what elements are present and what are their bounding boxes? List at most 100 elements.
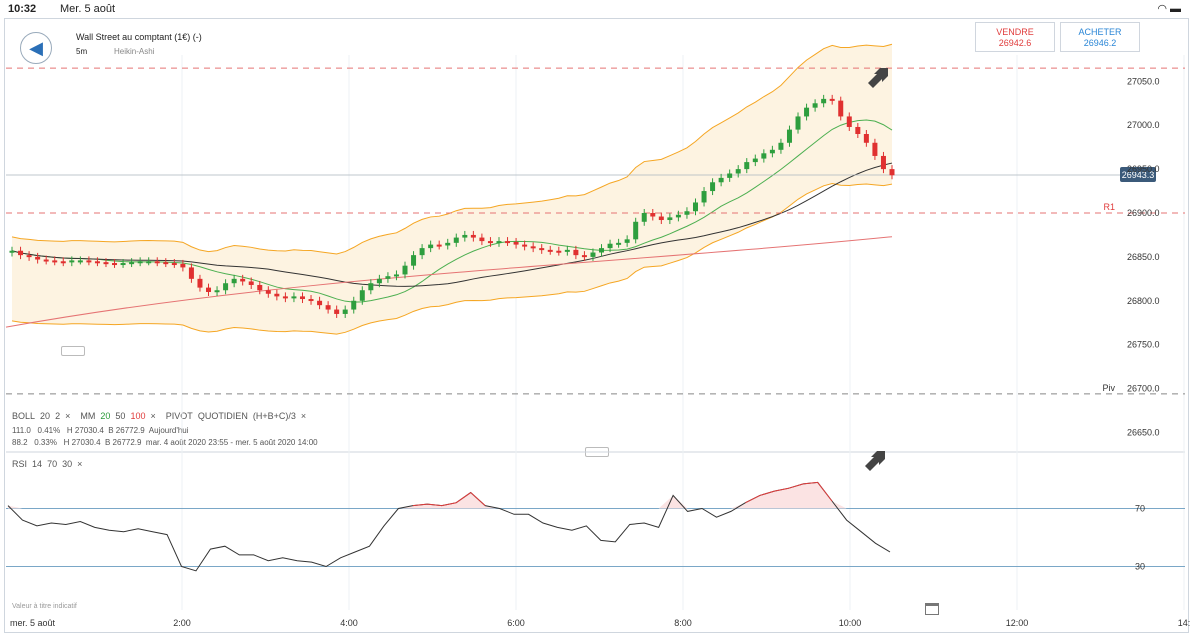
rsi-overbought-fill xyxy=(8,482,890,509)
candle-body xyxy=(376,278,382,284)
rsi-overbought-segment xyxy=(745,495,761,504)
boll-dev: 2 xyxy=(55,411,61,421)
pivot-formula: (H+B+C)/3 xyxy=(252,411,296,421)
close-icon[interactable]: × xyxy=(150,411,156,421)
x-tick-label: 6:00 xyxy=(507,618,525,628)
candle-body xyxy=(624,239,630,243)
candle-body xyxy=(43,259,49,262)
candle-body xyxy=(180,263,186,268)
candle-body xyxy=(889,169,895,176)
candle-body xyxy=(675,214,681,218)
candle-body xyxy=(214,290,220,293)
x-tick-label: 10:00 xyxy=(839,618,862,628)
ma50-line xyxy=(11,162,893,287)
candle-body xyxy=(129,262,135,265)
candle-body xyxy=(52,260,58,263)
candle-body xyxy=(120,263,126,266)
last-price-label: 26943.3 xyxy=(1122,170,1155,180)
interval-selector[interactable]: 5m xyxy=(76,47,88,56)
candle-body xyxy=(778,142,784,150)
candle-body xyxy=(436,244,442,247)
candle-body xyxy=(573,249,579,256)
candle-body xyxy=(86,260,92,263)
candle-body xyxy=(821,98,827,104)
candle-body xyxy=(428,244,434,249)
row1-pct: 0.41% xyxy=(37,426,61,435)
candle-body xyxy=(393,274,399,277)
close-icon[interactable]: × xyxy=(77,459,83,469)
panel-resize-handle[interactable] xyxy=(61,346,85,356)
candle-body xyxy=(265,290,271,294)
candle-body xyxy=(299,296,305,300)
candle-body xyxy=(103,262,109,265)
candle-body xyxy=(317,300,323,306)
battery-icon: ▬ xyxy=(1170,3,1181,15)
arrow-annotation-icon xyxy=(868,68,888,88)
chart-style[interactable]: Heikin-Ashi xyxy=(114,47,155,56)
candle-body xyxy=(795,116,801,130)
rsi-tick-label: 70 xyxy=(1135,504,1145,514)
row2-pct: 0.33% xyxy=(34,438,57,447)
rsi-period: 14 xyxy=(32,459,43,469)
candle-body xyxy=(112,263,118,266)
candle-body xyxy=(710,182,716,192)
back-button[interactable]: ◀ xyxy=(20,32,52,64)
candle-body xyxy=(752,158,758,163)
candle-body xyxy=(351,300,357,310)
buy-label: ACHETER xyxy=(1078,27,1122,37)
indicator-row-1: 111.0 0.41% H 27030.4 B 26772.9 Aujourd'… xyxy=(12,426,189,435)
candle-body xyxy=(69,260,75,263)
price-tick-label: 26850.0 xyxy=(1127,252,1160,262)
candle-body xyxy=(479,237,485,242)
rsi-label[interactable]: RSI xyxy=(12,459,28,469)
candle-body xyxy=(590,252,596,257)
candle-body xyxy=(607,243,613,249)
x-tick-label: 12:00 xyxy=(1006,618,1029,628)
candle-body xyxy=(547,249,553,252)
candle-body xyxy=(402,265,408,275)
candle-body xyxy=(9,250,15,253)
boll-period: 20 xyxy=(40,411,51,421)
sell-button[interactable]: VENDRE 26942.6 xyxy=(975,22,1055,52)
rsi-overbought-segment xyxy=(759,490,775,496)
row2-change: 88.2 xyxy=(12,438,28,447)
candle-body xyxy=(419,248,425,256)
calendar-icon[interactable] xyxy=(925,603,939,615)
last-price-badge xyxy=(1120,166,1156,182)
candle-body xyxy=(633,221,639,240)
price-tick-label: 26900.0 xyxy=(1127,208,1160,218)
candle-body xyxy=(658,216,664,221)
mm-label[interactable]: MM xyxy=(80,411,96,421)
candle-body xyxy=(872,142,878,156)
candle-body xyxy=(94,261,100,264)
pivot-mode: QUOTIDIEN xyxy=(197,411,248,421)
candle-body xyxy=(564,249,570,252)
watermark: Valeur à titre indicatif xyxy=(12,603,77,610)
candle-body xyxy=(505,241,511,244)
candle-body xyxy=(667,217,673,221)
arrow-annotation-icon xyxy=(865,451,885,471)
candle-body xyxy=(223,283,229,291)
candle-body xyxy=(522,244,528,247)
pivot-label[interactable]: PIVOT xyxy=(165,411,193,421)
close-icon[interactable]: × xyxy=(300,411,307,421)
candle-body xyxy=(385,276,391,279)
candle-body xyxy=(462,234,468,238)
candle-body xyxy=(761,153,767,159)
candle-body xyxy=(445,242,451,246)
candle-body xyxy=(470,234,476,238)
buy-button[interactable]: ACHETER 26946.2 xyxy=(1060,22,1140,52)
pivot-level-label: R1 xyxy=(1103,202,1115,212)
price-tick-label: 26950.0 xyxy=(1127,164,1160,174)
candle-body xyxy=(880,155,886,170)
row1-change: 111.0 xyxy=(12,426,31,435)
candle-body xyxy=(453,237,459,243)
bollinger-upper xyxy=(11,43,893,255)
wifi-icon: ◠ xyxy=(1157,3,1167,15)
close-icon[interactable]: × xyxy=(65,411,71,421)
candle-body xyxy=(35,256,41,260)
boll-label[interactable]: BOLL xyxy=(12,411,36,421)
candle-body xyxy=(257,284,263,291)
row1-period: Aujourd'hui xyxy=(148,426,189,435)
price-tick-label: 26650.0 xyxy=(1127,427,1160,437)
